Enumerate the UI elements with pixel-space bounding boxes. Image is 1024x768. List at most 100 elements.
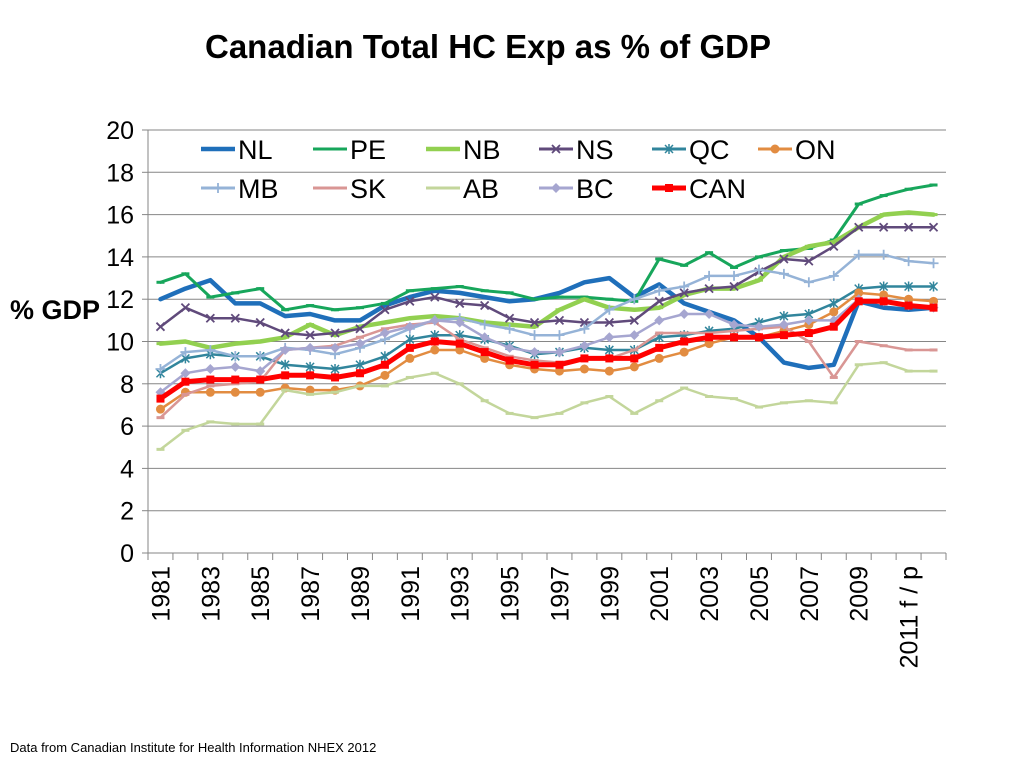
data-point bbox=[454, 317, 465, 328]
series-ab bbox=[156, 361, 938, 451]
data-point bbox=[630, 354, 639, 363]
data-point bbox=[230, 313, 240, 323]
data-point bbox=[380, 305, 390, 315]
x-tick-label: 2001 bbox=[646, 566, 674, 622]
data-point bbox=[654, 353, 664, 363]
data-point bbox=[405, 334, 415, 345]
data-point bbox=[529, 317, 540, 328]
y-tick-label: 0 bbox=[120, 540, 134, 568]
data-point bbox=[256, 375, 265, 384]
x-tick-label: 1987 bbox=[297, 566, 325, 622]
legend-item-ab: AB bbox=[426, 174, 499, 204]
data-point bbox=[554, 347, 565, 358]
x-tick-label: 1997 bbox=[546, 566, 574, 622]
data-point bbox=[605, 354, 614, 363]
data-point bbox=[305, 330, 315, 340]
data-point bbox=[928, 258, 939, 269]
series-line bbox=[158, 210, 936, 351]
legend-item-nl: NL bbox=[201, 135, 273, 165]
data-point bbox=[430, 345, 440, 355]
data-point bbox=[604, 332, 615, 343]
data-point bbox=[504, 313, 515, 323]
data-point bbox=[480, 300, 490, 311]
data-point bbox=[704, 339, 714, 349]
legend-label: MB bbox=[238, 174, 279, 204]
series-nl bbox=[158, 275, 936, 371]
data-point bbox=[828, 270, 839, 281]
data-point bbox=[679, 309, 690, 320]
data-point bbox=[929, 296, 939, 306]
data-point bbox=[230, 387, 240, 397]
legend-item-can: CAN bbox=[652, 174, 746, 204]
data-point bbox=[754, 333, 763, 342]
data-point bbox=[155, 322, 166, 332]
legend-label: NL bbox=[238, 135, 273, 165]
x-tick-label: 1981 bbox=[147, 566, 175, 622]
data-point bbox=[804, 256, 814, 266]
y-tick-label: 12 bbox=[106, 286, 134, 314]
legend-label: ON bbox=[795, 135, 836, 165]
x-tick-label: 1985 bbox=[247, 566, 275, 622]
x-tick-label: 1991 bbox=[397, 566, 425, 622]
data-point bbox=[604, 317, 614, 328]
data-point bbox=[929, 281, 939, 292]
data-point bbox=[380, 351, 390, 362]
legend-item-bc: BC bbox=[539, 174, 614, 204]
data-point bbox=[829, 307, 839, 317]
data-point bbox=[629, 315, 639, 325]
data-point bbox=[879, 281, 889, 292]
data-point bbox=[579, 317, 590, 328]
data-point bbox=[281, 371, 290, 380]
legend-item-sk: SK bbox=[313, 174, 386, 204]
y-tick-label: 4 bbox=[120, 455, 134, 483]
data-point bbox=[155, 404, 165, 414]
data-point bbox=[205, 344, 216, 355]
data-point bbox=[729, 319, 740, 330]
series-line bbox=[158, 275, 936, 371]
data-point bbox=[704, 309, 715, 320]
data-point bbox=[429, 315, 440, 326]
data-point bbox=[778, 268, 789, 279]
data-point bbox=[379, 328, 390, 339]
x-tick-label: 2003 bbox=[696, 566, 724, 622]
data-point bbox=[779, 254, 789, 264]
data-point bbox=[778, 319, 789, 330]
data-point bbox=[529, 330, 540, 341]
data-point bbox=[479, 319, 490, 330]
data-point bbox=[430, 292, 440, 302]
data-point bbox=[804, 329, 813, 338]
y-tick-label: 2 bbox=[120, 498, 134, 526]
data-point bbox=[879, 290, 889, 300]
data-point bbox=[753, 264, 764, 275]
data-point bbox=[779, 311, 789, 322]
data-point bbox=[280, 359, 290, 370]
data-point bbox=[555, 360, 564, 369]
data-point bbox=[180, 347, 191, 358]
data-point bbox=[679, 288, 689, 298]
legend-label: NS bbox=[576, 135, 614, 165]
data-point bbox=[380, 360, 389, 369]
data-point bbox=[231, 375, 240, 384]
legend-item-ns: NS bbox=[539, 135, 614, 165]
data-point bbox=[181, 377, 190, 386]
source-note: Data from Canadian Institute for Health … bbox=[10, 740, 377, 755]
legend-item-on: ON bbox=[758, 135, 836, 165]
data-point bbox=[479, 332, 490, 343]
data-point bbox=[904, 281, 914, 292]
data-point bbox=[903, 222, 914, 232]
data-point bbox=[854, 222, 864, 232]
data-point bbox=[879, 222, 889, 232]
data-point bbox=[604, 344, 614, 355]
data-point bbox=[255, 366, 266, 377]
series-ns bbox=[155, 222, 939, 340]
data-point bbox=[629, 294, 640, 305]
data-point bbox=[180, 368, 191, 379]
data-point bbox=[380, 370, 390, 380]
data-point bbox=[704, 283, 714, 294]
x-tick-label: 1993 bbox=[447, 566, 475, 622]
data-point bbox=[505, 356, 514, 365]
data-point bbox=[829, 298, 839, 309]
data-point bbox=[554, 330, 565, 341]
data-point bbox=[604, 304, 615, 315]
data-point bbox=[355, 359, 365, 370]
